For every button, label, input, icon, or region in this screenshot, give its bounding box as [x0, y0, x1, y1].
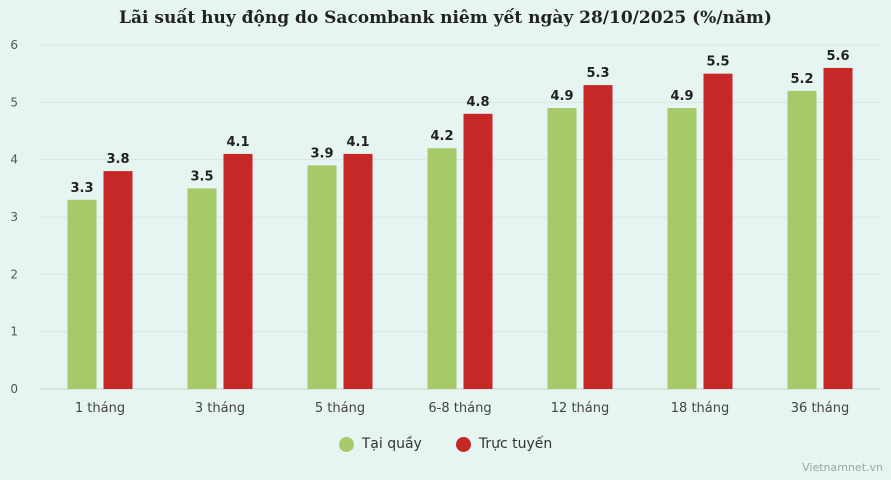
data-label: 4.8 — [466, 95, 489, 110]
bar — [547, 108, 577, 390]
data-label: 4.1 — [226, 135, 249, 150]
legend: Tại quầy Trực tuyến — [0, 436, 891, 452]
bar — [787, 90, 817, 389]
data-label: 4.1 — [346, 135, 369, 150]
legend-item-truc-tuyen[interactable]: Trực tuyến — [455, 436, 553, 452]
y-tick-label: 4 — [10, 153, 18, 167]
data-label: 5.6 — [826, 49, 849, 64]
data-label: 4.9 — [670, 89, 693, 104]
x-tick-label: 6-8 tháng — [428, 401, 491, 416]
bar — [307, 165, 337, 389]
data-label: 5.3 — [586, 66, 609, 81]
data-label: 4.9 — [550, 89, 573, 104]
data-label: 3.5 — [190, 169, 213, 184]
bar — [343, 153, 373, 389]
bar — [583, 85, 613, 389]
legend-swatch-tai-quay — [338, 436, 354, 452]
x-tick-label: 36 tháng — [791, 401, 849, 416]
legend-swatch-truc-tuyen — [455, 436, 471, 452]
data-label: 5.5 — [706, 55, 729, 70]
bar — [187, 188, 217, 389]
watermark: Vietnamnet.vn — [802, 461, 883, 474]
x-tick-label: 3 tháng — [195, 401, 245, 416]
legend-label-tai-quay: Tại quầy — [361, 436, 422, 452]
bar — [427, 148, 457, 389]
x-tick-label: 5 tháng — [315, 401, 365, 416]
y-tick-label: 2 — [10, 267, 18, 281]
chart-title: Lãi suất huy động do Sacombank niêm yết … — [119, 8, 772, 28]
legend-label-truc-tuyen: Trực tuyến — [478, 436, 553, 452]
bar — [703, 73, 733, 390]
y-tick-label: 6 — [10, 38, 18, 52]
y-tick-label: 1 — [10, 325, 18, 339]
bar — [667, 108, 697, 390]
legend-item-tai-quay[interactable]: Tại quầy — [338, 436, 422, 452]
data-label: 3.8 — [106, 152, 129, 167]
bar — [223, 153, 253, 389]
bar — [463, 113, 493, 390]
x-tick-label: 12 tháng — [551, 401, 609, 416]
x-tick-label: 18 tháng — [671, 401, 729, 416]
bar — [103, 171, 133, 389]
data-label: 4.2 — [430, 129, 453, 144]
y-tick-label: 5 — [10, 95, 18, 109]
bar — [67, 199, 97, 389]
x-tick-label: 1 tháng — [75, 401, 125, 416]
data-label: 5.2 — [790, 72, 813, 87]
y-tick-label: 0 — [10, 382, 18, 396]
data-label: 3.3 — [70, 181, 93, 196]
y-tick-label: 3 — [10, 210, 18, 224]
data-label: 3.9 — [310, 146, 333, 161]
bar — [823, 67, 853, 389]
